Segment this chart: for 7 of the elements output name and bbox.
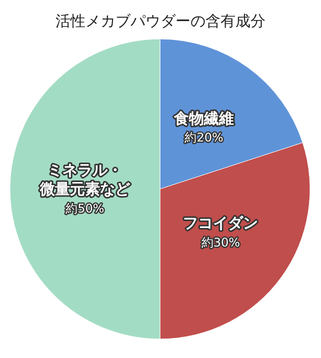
data-label: 約20% (184, 130, 224, 145)
slice-label: ミネラル・微量元素など (39, 161, 131, 198)
slice-label: フコイダン (183, 214, 258, 232)
slice-label: 食物繊維 (173, 109, 234, 128)
data-label: 約50% (66, 201, 104, 216)
data-label: 約30% (201, 235, 240, 250)
chart-title: 活性メカブパウダーの含有成分 (56, 12, 266, 30)
